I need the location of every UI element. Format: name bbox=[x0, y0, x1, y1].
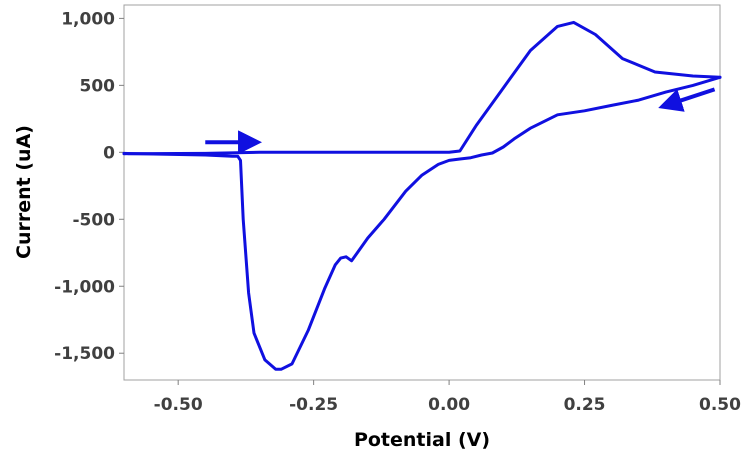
data-series bbox=[122, 20, 722, 371]
x-axis-title: Potential (V) bbox=[354, 429, 490, 451]
forward-scan-line bbox=[122, 20, 722, 156]
x-axis: -0.50 -0.25 0.00 0.25 0.50 bbox=[154, 380, 741, 415]
scan-direction-arrow-left bbox=[658, 87, 716, 112]
y-tick-label: 1,000 bbox=[61, 9, 115, 29]
y-tick-label: 500 bbox=[80, 76, 116, 96]
plot-frame bbox=[123, 4, 721, 381]
y-tick-label: 0 bbox=[103, 143, 115, 163]
y-axis-title: Current (uA) bbox=[13, 125, 35, 259]
y-axis: 1,000 500 0 -500 -1,000 -1,500 bbox=[54, 9, 124, 364]
x-tick-label: -0.50 bbox=[154, 395, 203, 415]
x-tick-label: 0.25 bbox=[564, 395, 606, 415]
y-tick-label: -1,500 bbox=[54, 344, 115, 364]
x-tick-label: 0.00 bbox=[428, 395, 470, 415]
x-tick-label: 0.50 bbox=[699, 395, 741, 415]
y-tick-label: -1,000 bbox=[54, 277, 115, 297]
reverse-scan-line bbox=[122, 75, 722, 371]
direction-arrows bbox=[205, 87, 716, 155]
y-tick-label: -500 bbox=[72, 210, 115, 230]
x-tick-label: -0.25 bbox=[289, 395, 338, 415]
